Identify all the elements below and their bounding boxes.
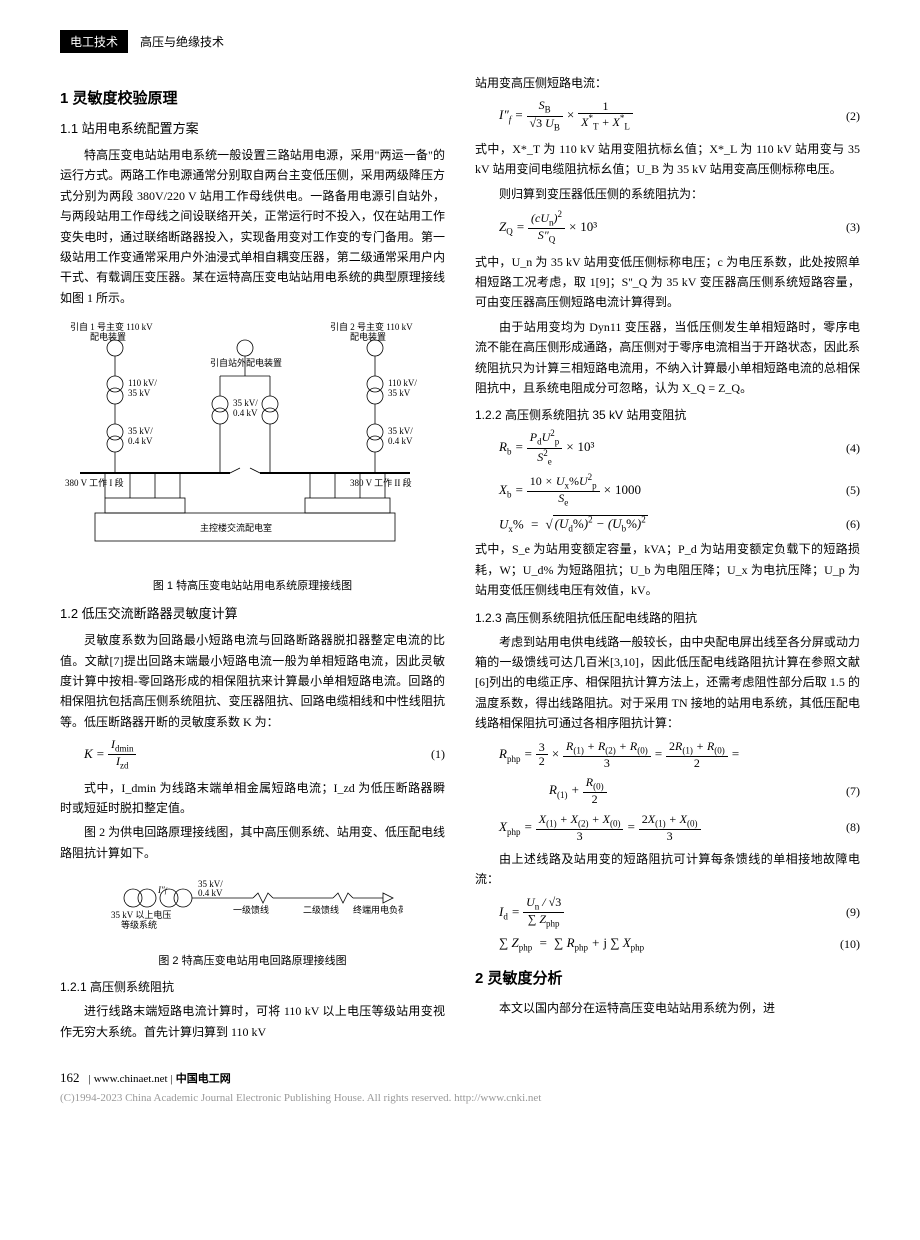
svg-text:一级馈线: 一级馈线 <box>233 904 269 915</box>
eq-num: (2) <box>846 109 860 124</box>
left-column: 1 灵敏度校验原理 1.1 站用电系统配置方案 特高压变电站站用电系统一般设置三… <box>60 73 445 1046</box>
eq-num: (6) <box>846 517 860 532</box>
svg-text:380 V 工作 II 段: 380 V 工作 II 段 <box>350 477 412 488</box>
eq-body: Xb = 10 × Ux%U2pSe × 1000 <box>499 473 846 509</box>
equation-5: Xb = 10 × Ux%U2pSe × 1000 (5) <box>475 473 860 509</box>
svg-text:35 kV/: 35 kV/ <box>233 398 258 408</box>
svg-text:主控楼交流配电室: 主控楼交流配电室 <box>200 522 272 533</box>
eq-body: ∑ Zphp = ∑ Rphp + j ∑ Xphp <box>499 935 840 953</box>
eq-num: (10) <box>840 937 860 952</box>
eq-body: Xphp = X(1) + X(2) + X(0)3 = 2X(1) + X(0… <box>499 813 846 843</box>
page-number: 162 <box>60 1070 80 1086</box>
paragraph: 站用变高压侧短路电流： <box>475 73 860 93</box>
section-2-heading: 2 灵敏度分析 <box>475 967 860 988</box>
section-1-2-3-heading: 1.2.3 高压侧系统阻抗低压配电线路的阻抗 <box>475 609 860 626</box>
eq-body: I″f = SB√3 UB × 1X*T + X*L <box>499 99 846 133</box>
header-bar: 电工技术 高压与绝缘技术 <box>60 30 860 53</box>
paragraph: 图 2 为供电回路原理接线图，其中高压侧系统、站用变、低压配电线路阻抗计算如下。 <box>60 822 445 863</box>
paragraph: 式中，I_dmin 为线路末端单相金属短路电流；I_zd 为低压断路器瞬时或短延… <box>60 778 445 819</box>
svg-text:110 kV/: 110 kV/ <box>388 378 417 388</box>
eq-body: K = IdminIzd <box>84 738 431 772</box>
svg-text:35 kV: 35 kV <box>388 388 411 398</box>
svg-text:0.4 kV: 0.4 kV <box>233 408 258 418</box>
paragraph: 本文以国内部分在运特高压变电站站用系统为例，进 <box>475 998 860 1018</box>
paragraph: 灵敏度系数为回路最小短路电流与回路断路器脱扣器整定电流的比值。文献[7]提出回路… <box>60 630 445 732</box>
equation-3: ZQ = (cUn)2S″Q × 10³ (3) <box>475 210 860 246</box>
eq-num: (5) <box>846 483 860 498</box>
equation-1: K = IdminIzd (1) <box>60 738 445 772</box>
eq-body: ZQ = (cUn)2S″Q × 10³ <box>499 210 846 246</box>
eq-body: Rb = PdU2pS2e × 10³ <box>499 429 846 467</box>
svg-text:35 kV/: 35 kV/ <box>128 426 153 436</box>
eq-num: (7) <box>846 784 860 799</box>
eq-body: Rphp = 32 × R(1) + R(2) + R(0)3 = 2R(1) … <box>499 740 860 770</box>
svg-text:终端用电负荷: 终端用电负荷 <box>353 904 403 915</box>
eq-num: (9) <box>846 905 860 920</box>
section-1-heading: 1 灵敏度校验原理 <box>60 87 445 108</box>
paragraph: 特高压变电站站用电系统一般设置三路站用电源，采用"两运一备"的运行方式。两路工作… <box>60 145 445 308</box>
equation-4: Rb = PdU2pS2e × 10³ (4) <box>475 429 860 467</box>
svg-text:0.4 kV: 0.4 kV <box>388 436 413 446</box>
svg-text:配电装置: 配电装置 <box>90 331 126 342</box>
svg-text:引自站外配电装置: 引自站外配电装置 <box>210 357 282 368</box>
svg-text:35 kV 以上电压: 35 kV 以上电压 <box>111 909 171 920</box>
equation-7b: R(1) + R(0)2 (7) <box>475 776 860 806</box>
paragraph: 由于站用变均为 Dyn11 变压器，当低压侧发生单相短路时，零序电流不能在高压侧… <box>475 317 860 399</box>
paragraph: 进行线路末端短路电流计算时，可将 110 kV 以上电压等级站用变视作无穷大系统… <box>60 1001 445 1042</box>
svg-text:I″f: I″f <box>157 885 168 895</box>
footer-url: www.chinaet.net <box>94 1073 168 1085</box>
figure-1: 引自 1 号主变 110 kV配电装置 引自站外配电装置 引自 2 号主变 11… <box>60 318 445 567</box>
equation-10: ∑ Zphp = ∑ Rphp + j ∑ Xphp (10) <box>475 935 860 953</box>
copyright-line: (C)1994-2023 China Academic Journal Elec… <box>60 1092 860 1104</box>
svg-text:110 kV/: 110 kV/ <box>128 378 157 388</box>
eq-body: R(1) + R(0)2 <box>499 776 846 806</box>
section-1-2-heading: 1.2 低压交流断路器灵敏度计算 <box>60 603 445 622</box>
paragraph: 式中，U_n 为 35 kV 站用变低压侧标称电压；c 为电压系数，此处按照单相… <box>475 252 860 313</box>
svg-text:35 kV: 35 kV <box>128 388 151 398</box>
svg-text:等级系统: 等级系统 <box>121 919 157 930</box>
figure-2: 35 kV/0.4 kV I″f 35 kV 以上电压等级系统 一级馈线 二级馈… <box>60 873 445 942</box>
equation-7: Rphp = 32 × R(1) + R(2) + R(0)3 = 2R(1) … <box>475 740 860 770</box>
equation-9: Id = Un / √3∑ Zphp (9) <box>475 896 860 930</box>
svg-text:0.4 kV: 0.4 kV <box>198 888 223 898</box>
eq-num: (3) <box>846 220 860 235</box>
content-columns: 1 灵敏度校验原理 1.1 站用电系统配置方案 特高压变电站站用电系统一般设置三… <box>60 73 860 1046</box>
section-1-2-1-heading: 1.2.1 高压侧系统阻抗 <box>60 978 445 995</box>
svg-text:引自 2 号主变 110 kV: 引自 2 号主变 110 kV <box>330 321 413 332</box>
eq-body: Id = Un / √3∑ Zphp <box>499 896 846 930</box>
figure-1-caption: 图 1 特高压变电站站用电系统原理接线图 <box>60 577 445 593</box>
figure-2-svg: 35 kV/0.4 kV I″f 35 kV 以上电压等级系统 一级馈线 二级馈… <box>103 873 403 938</box>
eq-num: (4) <box>846 441 860 456</box>
svg-text:380 V 工作 I 段: 380 V 工作 I 段 <box>65 477 124 488</box>
eq-num: (1) <box>431 747 445 762</box>
paragraph: 式中，S_e 为站用变额定容量，kVA；P_d 为站用变额定负载下的短路损耗，W… <box>475 539 860 600</box>
svg-text:引自 1 号主变 110 kV: 引自 1 号主变 110 kV <box>70 321 153 332</box>
svg-text:二级馈线: 二级馈线 <box>303 904 339 915</box>
equation-8: Xphp = X(1) + X(2) + X(0)3 = 2X(1) + X(0… <box>475 813 860 843</box>
eq-body: Ux% = √(Ud%)2 − (Ub%)2 <box>499 515 846 534</box>
paragraph: 式中，X*_T 为 110 kV 站用变阻抗标幺值；X*_L 为 110 kV … <box>475 139 860 180</box>
header-subcategory: 高压与绝缘技术 <box>140 33 224 50</box>
figure-1-svg: 引自 1 号主变 110 kV配电装置 引自站外配电装置 引自 2 号主变 11… <box>60 318 430 563</box>
header-category: 电工技术 <box>60 30 128 53</box>
equation-6: Ux% = √(Ud%)2 − (Ub%)2 (6) <box>475 515 860 534</box>
paragraph: 则归算到变压器低压侧的系统阻抗为： <box>475 184 860 204</box>
paragraph: 考虑到站用电供电线路一般较长，由中央配电屏出线至各分屏或动力箱的一级馈线可达几百… <box>475 632 860 734</box>
svg-text:配电装置: 配电装置 <box>350 331 386 342</box>
eq-num: (8) <box>846 820 860 835</box>
svg-text:0.4 kV: 0.4 kV <box>128 436 153 446</box>
page-footer: 162 | www.chinaet.net | 中国电工网 <box>60 1070 860 1086</box>
right-column: 站用变高压侧短路电流： I″f = SB√3 UB × 1X*T + X*L (… <box>475 73 860 1046</box>
section-1-2-2-heading: 1.2.2 高压侧系统阻抗 35 kV 站用变阻抗 <box>475 406 860 423</box>
footer-brand: 中国电工网 <box>176 1070 231 1086</box>
figure-2-caption: 图 2 特高压变电站用电回路原理接线图 <box>60 952 445 968</box>
section-1-1-heading: 1.1 站用电系统配置方案 <box>60 118 445 137</box>
equation-2: I″f = SB√3 UB × 1X*T + X*L (2) <box>475 99 860 133</box>
paragraph: 由上述线路及站用变的短路阻抗可计算每条馈线的单相接地故障电流： <box>475 849 860 890</box>
svg-text:35 kV/: 35 kV/ <box>388 426 413 436</box>
